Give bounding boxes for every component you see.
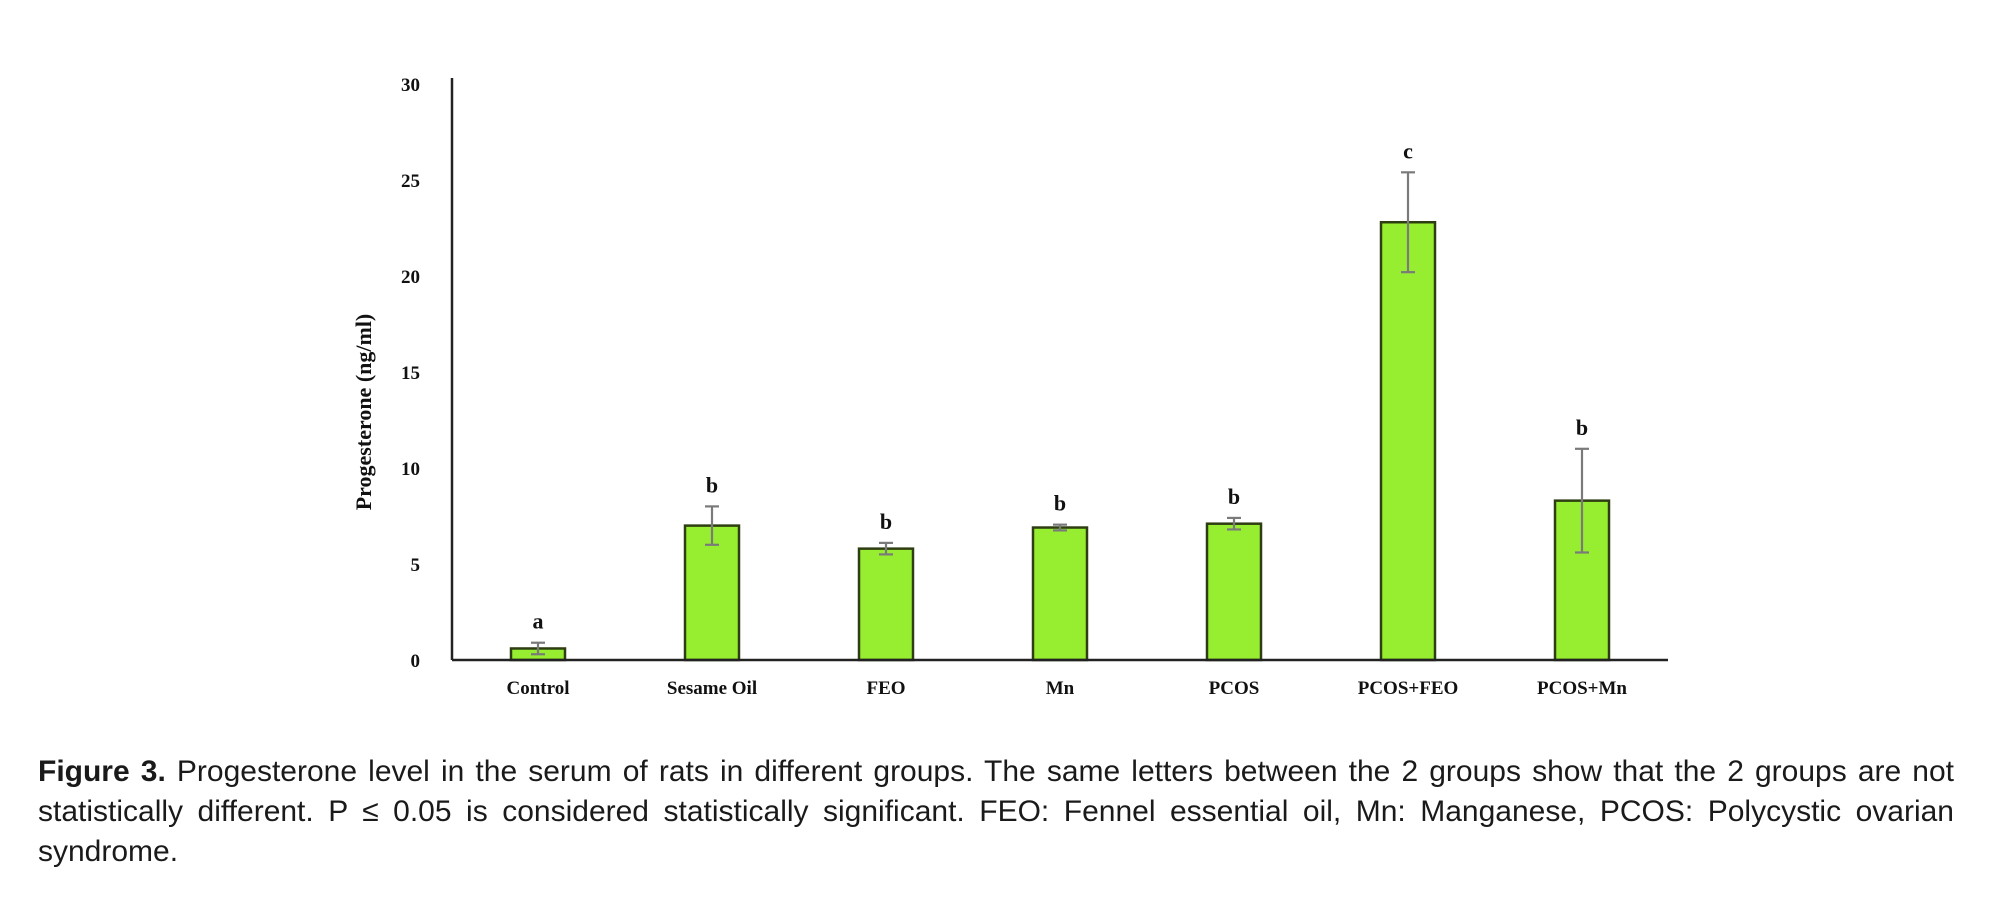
x-category-label: FEO — [866, 678, 905, 699]
y-axis-ticks: 0 5 10 15 20 25 30 — [401, 75, 420, 672]
y-tick-label: 10 — [401, 459, 420, 480]
bar — [1205, 522, 1263, 662]
error-bar — [1053, 523, 1067, 532]
figure-caption: Figure 3. Progesterone level in the seru… — [38, 752, 1954, 872]
x-category-label: PCOS+Mn — [1537, 678, 1627, 699]
significance-letter: b — [1054, 491, 1066, 516]
x-category-label: Mn — [1046, 678, 1075, 699]
error-bar — [531, 641, 545, 656]
significance-letter: b — [1576, 415, 1588, 440]
significance-letter: c — [1403, 138, 1413, 163]
bar — [1031, 526, 1089, 662]
x-category-label: Sesame Oil — [667, 678, 757, 699]
figure-caption-label: Figure 3. — [38, 755, 166, 788]
y-tick-label: 25 — [401, 171, 420, 192]
y-axis-title: Progesterone (ng/ml) — [351, 314, 376, 511]
y-tick-label: 20 — [401, 267, 420, 288]
error-bar — [705, 505, 719, 546]
error-bar — [879, 541, 893, 556]
significance-letter: b — [880, 509, 892, 534]
y-tick-label: 15 — [401, 363, 420, 384]
bar-chart: 0 5 10 15 20 25 30 a b b b b c b Control Sesame Oil FE… — [351, 75, 1668, 699]
significance-letter: b — [1228, 484, 1240, 509]
x-category-label: PCOS+FEO — [1358, 678, 1459, 699]
x-category-label: PCOS — [1209, 678, 1260, 699]
error-bar — [1227, 516, 1241, 531]
y-tick-label: 0 — [411, 651, 421, 672]
bar — [857, 547, 915, 662]
significance-letters: a b b b b c b — [533, 138, 1589, 633]
figure-caption-text: Progesterone level in the serum of rats … — [38, 755, 1955, 868]
y-tick-label: 30 — [401, 75, 420, 96]
significance-letter: b — [706, 472, 718, 497]
x-category-label: Control — [507, 678, 570, 699]
x-axis-category-labels: Control Sesame Oil FEO Mn PCOS PCOS+FEO PCOS+M… — [507, 678, 1628, 699]
y-tick-label: 5 — [411, 555, 421, 576]
error-bars — [531, 171, 1589, 656]
bar — [1379, 220, 1437, 662]
error-bar — [1575, 447, 1589, 554]
bar-series — [509, 220, 1611, 662]
significance-letter: a — [533, 609, 544, 634]
error-bar — [1401, 171, 1415, 274]
